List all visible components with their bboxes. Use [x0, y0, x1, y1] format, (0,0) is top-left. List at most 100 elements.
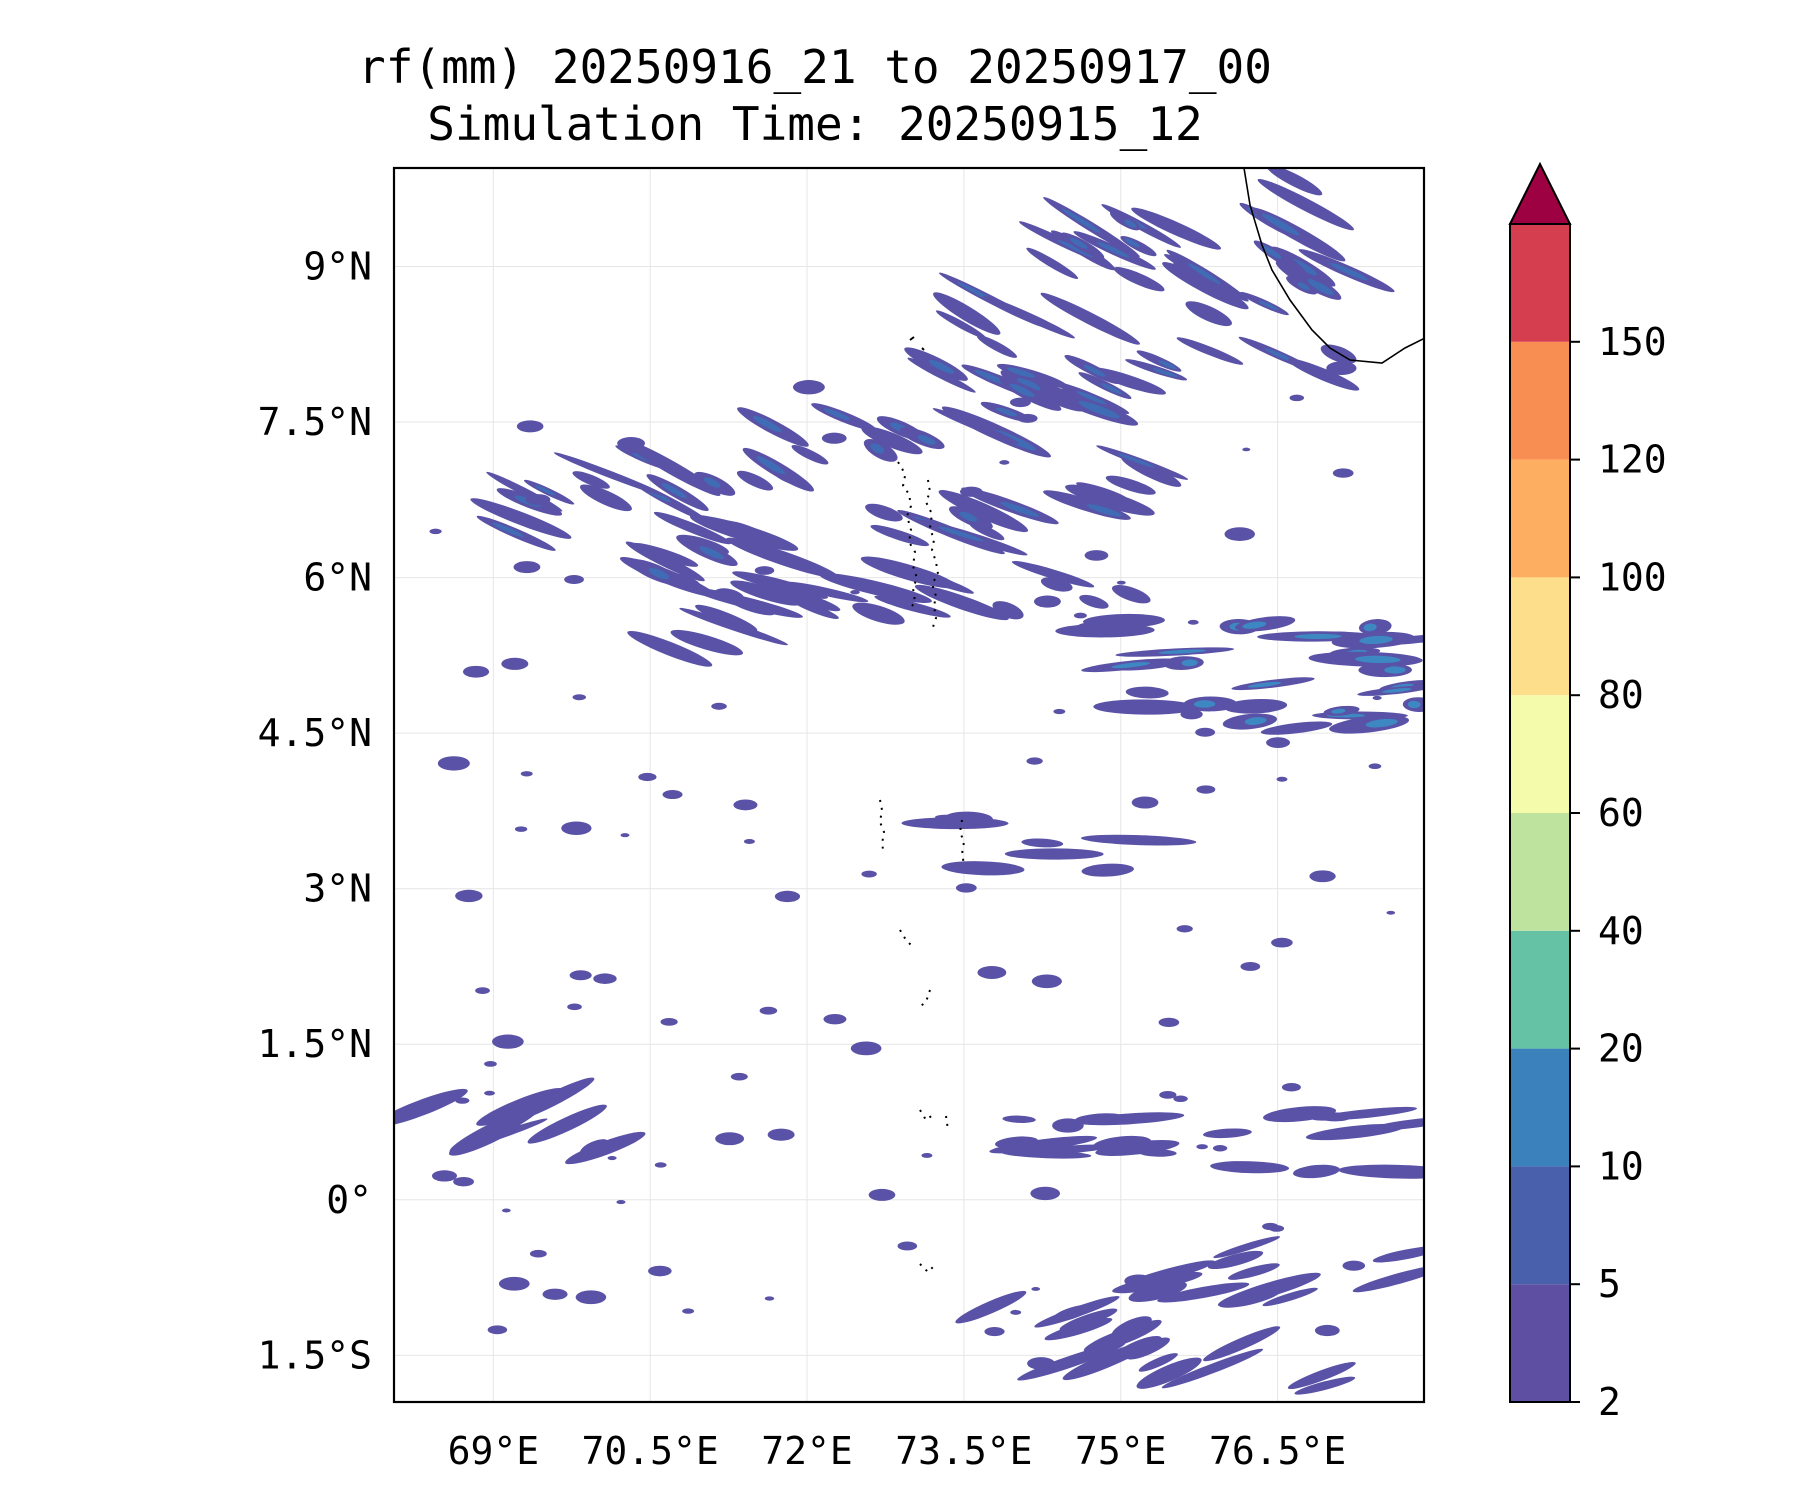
rain-streak-core [1000, 501, 1040, 517]
rain-streak [1055, 623, 1155, 638]
rain-cell [484, 1061, 497, 1067]
rain-streak-core [1076, 391, 1107, 405]
rain-cell [1053, 708, 1066, 715]
rain-streak-core [1181, 659, 1198, 667]
rain-streak [679, 607, 788, 646]
rain-streak [1001, 1149, 1092, 1159]
rain-streak [1370, 1117, 1424, 1131]
rain-streak [1257, 178, 1354, 231]
rain-cell [715, 1132, 745, 1146]
rain-streak [860, 556, 957, 589]
rain-streak [1317, 1112, 1351, 1122]
x-tick-label: 76.5°E [1209, 1429, 1346, 1473]
rain-cell [1116, 580, 1126, 585]
rain-streak-core [648, 568, 670, 580]
rain-cell [1159, 1091, 1177, 1099]
rain-cell [733, 799, 758, 811]
rain-streak-core [1247, 681, 1282, 688]
rain-cell [569, 970, 592, 981]
rain-streak [1105, 475, 1156, 495]
rain-streak [982, 295, 1075, 339]
rain-streak [1040, 292, 1141, 345]
rain-streak-core [1260, 245, 1282, 259]
rain-streak [1002, 1115, 1036, 1123]
rain-cell [516, 420, 544, 433]
rain-streak-core [1363, 623, 1377, 632]
y-tick-label: 7.5°N [258, 400, 372, 444]
rain-streak [470, 498, 572, 539]
rain-streak [1217, 1272, 1321, 1307]
rain-streak-core [996, 407, 1018, 417]
rain-streak [503, 1077, 595, 1125]
y-tick-label: 1.5°N [258, 1022, 372, 1066]
rain-streak [1266, 168, 1323, 196]
rain-streak [1113, 267, 1165, 292]
rain-cell [1010, 1309, 1022, 1315]
rain-streak [1287, 358, 1360, 391]
rain-streak [726, 537, 839, 579]
rain-streak [1112, 1271, 1203, 1294]
rain-cell [767, 1128, 795, 1141]
colorbar-segment [1510, 813, 1570, 931]
rain-streak [572, 471, 610, 489]
rain-streak-core [959, 511, 978, 522]
rain-cell [616, 1200, 626, 1205]
rain-cell [564, 575, 584, 584]
rain-cell [561, 821, 592, 836]
rain-cell [1281, 1083, 1301, 1092]
rain-cell [1124, 1274, 1154, 1288]
rain-streak-core [1407, 700, 1421, 709]
colorbar-label: 120 [1598, 438, 1667, 482]
rain-streak-core [1086, 504, 1122, 517]
rain-streak-core [1078, 401, 1120, 419]
rain-streak-core [1382, 688, 1412, 693]
rain-streak-core [1244, 717, 1267, 725]
rain-cell [1131, 796, 1159, 809]
rain-streak [852, 602, 905, 625]
rain-cell [1195, 727, 1216, 737]
rain-streak-core [1187, 263, 1221, 284]
rain-cell [850, 1041, 882, 1056]
rain-streak-core [1083, 364, 1106, 377]
rain-streak [865, 503, 903, 522]
rain-cell [774, 890, 801, 903]
chart-subtitle: Simulation Time: 20250915_12 [427, 97, 1203, 151]
rain-streak [1125, 686, 1169, 699]
rain-cell [429, 528, 442, 535]
rain-streak [1161, 1348, 1264, 1389]
rain-streak [1062, 1342, 1149, 1381]
rain-cell [567, 1003, 582, 1011]
rain-streak-core [699, 546, 724, 560]
rain-streak [933, 292, 1001, 335]
rain-streak [941, 861, 1025, 876]
rain-streak [994, 1136, 1039, 1149]
rain-streak-core [938, 526, 984, 542]
rain-streak-core [1100, 383, 1122, 395]
y-tick-label: 4.5°N [258, 711, 372, 755]
chart-title: rf(mm) 20250916_21 to 20250917_00 [358, 40, 1272, 94]
maldives-islands [878, 461, 966, 1274]
rain-streak-core [1264, 348, 1295, 363]
rain-streak-core [703, 477, 721, 488]
rain-cell [662, 790, 683, 800]
x-tick-label: 70.5°E [582, 1429, 719, 1473]
rain-streak [723, 520, 767, 537]
rain-streak-core [1258, 300, 1279, 311]
rain-streak [1338, 1164, 1424, 1179]
rain-streak [565, 1131, 646, 1165]
rain-streak [791, 444, 829, 465]
rain-cell [1076, 622, 1096, 632]
colorbar-extend-arrow [1508, 161, 1572, 225]
rain-cell [1180, 709, 1203, 720]
rain-cell [1314, 1324, 1340, 1337]
rain-cell [513, 561, 541, 574]
rain-streak [1017, 1342, 1126, 1381]
rain-streak [394, 1088, 468, 1127]
rain-streak [1138, 1353, 1178, 1372]
rain-streak [1111, 1316, 1152, 1339]
colorbar-segment [1510, 459, 1570, 578]
rain-streak-core [1307, 279, 1334, 296]
colorbar-label: 100 [1598, 555, 1667, 599]
rain-streak-core [1125, 238, 1140, 248]
rain-cell [1173, 1095, 1188, 1103]
